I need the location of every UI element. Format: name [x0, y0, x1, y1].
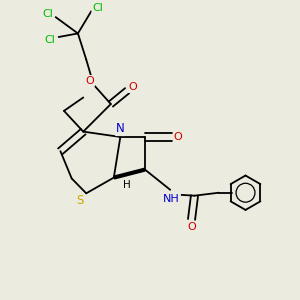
Text: O: O	[174, 132, 183, 142]
Text: S: S	[76, 194, 83, 207]
Text: Cl: Cl	[92, 3, 103, 13]
Text: Cl: Cl	[42, 9, 53, 19]
Text: Cl: Cl	[44, 35, 55, 45]
Text: O: O	[128, 82, 137, 92]
Text: H: H	[123, 180, 131, 190]
Text: O: O	[85, 76, 94, 86]
Text: N: N	[116, 122, 125, 135]
Text: NH: NH	[163, 194, 180, 204]
Text: O: O	[187, 222, 196, 232]
